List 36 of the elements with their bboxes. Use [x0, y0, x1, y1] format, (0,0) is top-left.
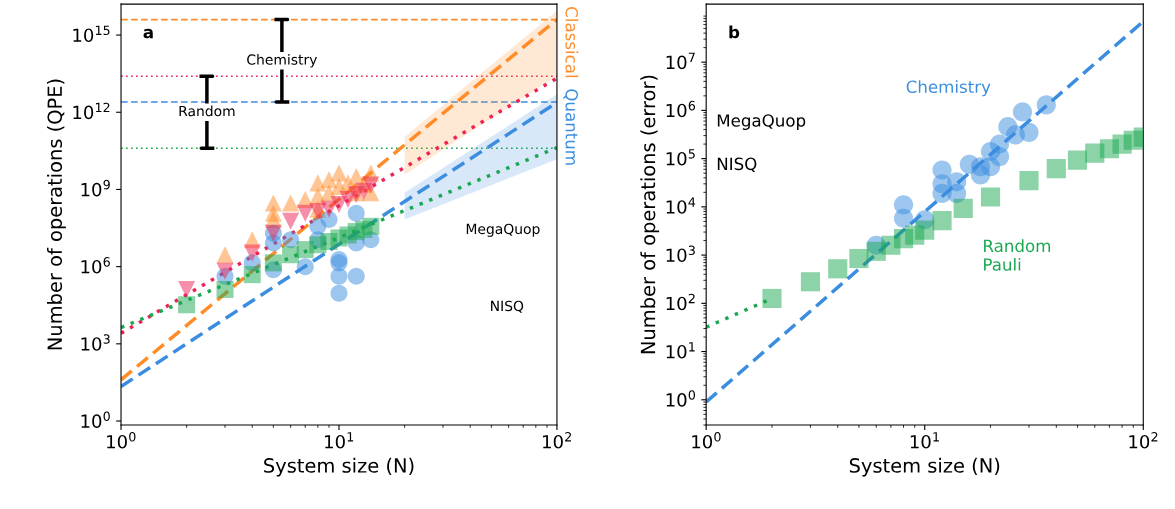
- x-tick-label: 10$^{1}$: [910, 432, 939, 449]
- y-axis-title: Number of operations (QPE): [47, 79, 66, 350]
- x-tick-label: 10$^{2}$: [1129, 432, 1158, 449]
- y-tick-label: 10$^{15}$: [73, 25, 110, 43]
- y-tick-label: 10$^{12}$: [73, 102, 110, 120]
- x-tick-label: 10$^{0}$: [107, 432, 136, 449]
- y-tick-label: 10$^{5}$: [666, 149, 695, 166]
- y-tick-label: 10$^{4}$: [666, 197, 696, 214]
- y-axis-title: Number of operations (error): [640, 75, 660, 354]
- y-tick-label: 10$^{0}$: [666, 390, 696, 407]
- x-axis-title: System size (N): [849, 457, 1000, 477]
- y-tick-label: 10$^{1}$: [666, 342, 695, 359]
- annotation: Chemistry: [247, 54, 317, 68]
- annotation: a: [143, 28, 153, 39]
- annotation: NISQ: [717, 157, 757, 173]
- y-tick-label: 10$^{9}$: [81, 179, 110, 197]
- annotation: Random: [179, 105, 235, 117]
- series-label: Chemistry: [906, 80, 991, 97]
- annotation: NISQ: [491, 300, 524, 313]
- y-tick-label: 10$^{7}$: [666, 52, 695, 70]
- y-tick-label: 10$^{6}$: [666, 100, 696, 118]
- y-tick-label: 10$^{6}$: [81, 257, 110, 274]
- y-tick-label: 10$^{2}$: [666, 293, 695, 311]
- annotation: b: [729, 25, 740, 39]
- annotation: MegaQuop: [466, 223, 540, 237]
- y-tick-label: 10$^{3}$: [666, 245, 695, 263]
- x-tick-label: 10$^{0}$: [692, 432, 721, 449]
- text: Classical: [565, 7, 579, 78]
- annotation: MegaQuop: [717, 114, 806, 130]
- x-tick-label: 10$^{2}$: [543, 432, 571, 449]
- x-tick-label: 10$^{1}$: [325, 432, 354, 449]
- y-tick-label: 10$^{3}$: [81, 334, 110, 351]
- series-label: Random Pauli: [984, 239, 1050, 271]
- x-axis-title: System size (N): [264, 457, 414, 477]
- text: Quantum: [563, 89, 579, 165]
- y-tick-label: 10$^{0}$: [81, 411, 110, 429]
